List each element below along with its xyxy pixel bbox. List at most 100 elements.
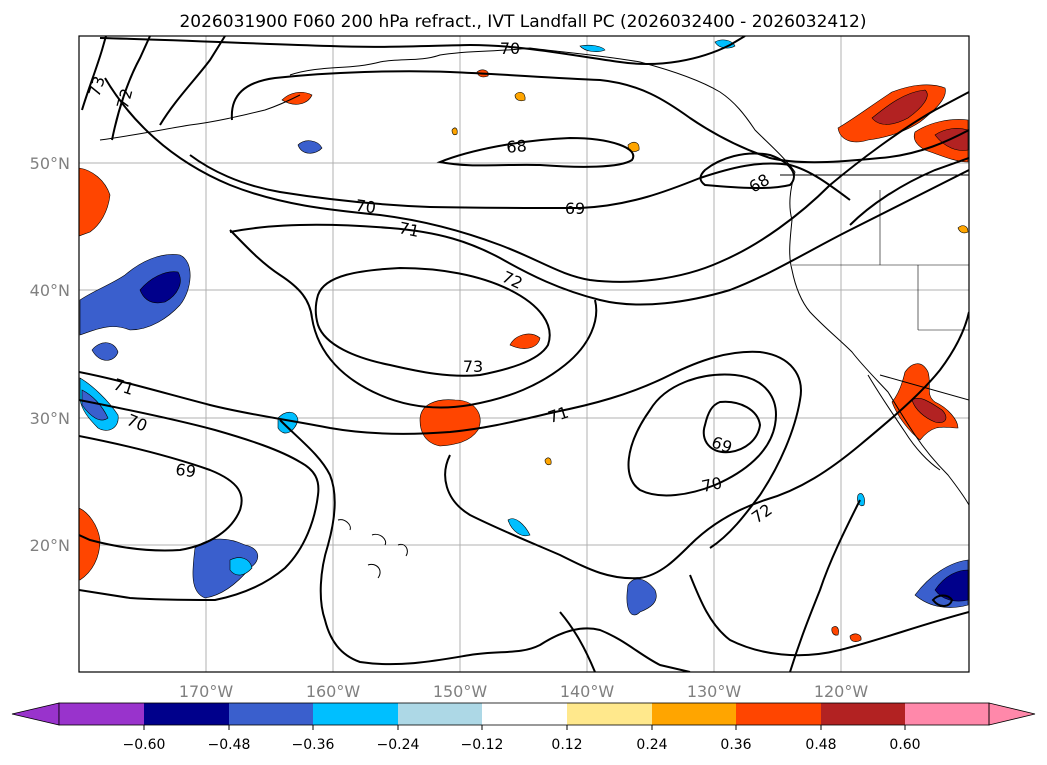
contour-label: 69 [565, 199, 585, 218]
contour-73-ring [314, 266, 551, 377]
shade-orange-gulf-alaska [281, 91, 313, 105]
contour-70-north [99, 36, 746, 65]
map-panel: 70 73 72 68 69 68 70 71 72 73 71 70 69 7… [78, 35, 970, 673]
colorbar-tick-label: −0.24 [377, 737, 420, 753]
shade-blue-51n [297, 140, 323, 154]
contour-label: 70 [354, 196, 377, 218]
colorbar-bin [59, 703, 144, 725]
contour-69-trop-east [702, 400, 762, 454]
contour-72-south [689, 574, 969, 657]
colorbar-tick-label: 0.12 [551, 737, 582, 753]
colorbar-bin [652, 703, 736, 725]
colorbar-tick-label: −0.48 [208, 737, 251, 753]
shade-yellow-dot-2 [451, 127, 458, 136]
contour-small-ring [931, 594, 954, 607]
contour-68-gulf [436, 136, 635, 168]
shade-yellow-dot-1 [544, 457, 552, 466]
contour-71-trop-west [79, 350, 802, 549]
contour-71-nw [159, 36, 226, 126]
lat-tick-label: 40°N [30, 281, 70, 300]
shade-crimson-nw-canada [871, 89, 928, 125]
coast-baja [867, 374, 941, 471]
shade-orange-110w-45n [957, 225, 969, 234]
shade-crimson-baja [911, 398, 947, 423]
ivt-negative-shading [79, 39, 969, 616]
coast-aleutians [99, 94, 301, 141]
contour-72-trop-east [444, 311, 969, 580]
contour-label: 72 [113, 86, 137, 111]
contour-71-mid [229, 169, 969, 306]
colorbar: −0.60 −0.48 −0.36 −0.24 −0.12 0.12 0.24 … [11, 702, 1036, 753]
coast-hawaii [337, 519, 408, 579]
lat-tick-label: 50°N [30, 154, 70, 173]
coast-bc-to-mexico [789, 171, 969, 506]
shade-orange-west-48n [79, 167, 111, 237]
colorbar-tick-label: −0.36 [292, 737, 335, 753]
contour-72-trop-south [559, 611, 596, 672]
colorbar-tick-labels: −0.60 −0.48 −0.36 −0.24 −0.12 0.12 0.24 … [123, 737, 921, 753]
contour-73-south [789, 499, 861, 672]
contour-70-gulf [230, 70, 969, 164]
shade-orange-150w-30n [419, 399, 481, 447]
colorbar-bin [313, 703, 398, 725]
shade-lightblue-20n [229, 557, 253, 576]
shade-orange-12n-120w [849, 633, 862, 642]
colorbar-tick-label: −0.12 [461, 737, 504, 753]
lon-tick-labels: 170°W 160°W 150°W 140°W 130°W 120°W [179, 682, 869, 701]
shade-blue-top [579, 44, 606, 52]
contour-72-ring [311, 299, 598, 409]
lon-tick-label: 170°W [179, 682, 234, 701]
shade-orange-145w-35n [509, 333, 541, 349]
map-title: 2026031900 F060 200 hPa refract., IVT La… [179, 12, 866, 32]
shade-blue-west-33n [91, 342, 119, 361]
border-states [792, 190, 969, 331]
colorbar-bin [736, 703, 821, 725]
colorbar-tick-label: 0.24 [636, 737, 667, 753]
contour-73-nw [81, 36, 107, 111]
shade-blue-west-30n-core [81, 389, 109, 421]
lon-tick-label: 130°W [687, 682, 742, 701]
shade-navy-west-40n [139, 271, 181, 304]
contour-label: 71 [397, 218, 421, 241]
contour-70-mid [104, 77, 969, 283]
contour-69-trop-west [79, 435, 243, 552]
refractivity-contours [79, 36, 969, 672]
colorbar-bin [821, 703, 905, 725]
contour-73-east [849, 157, 969, 226]
lon-tick-label: 160°W [306, 682, 361, 701]
lat-tick-label: 30°N [30, 409, 70, 428]
colorbar-bin [229, 703, 313, 725]
shade-blue-140w-17n [626, 578, 657, 616]
colorbar-bin [567, 703, 652, 725]
contour-70-trop-west [79, 399, 320, 602]
colorbar-bin [482, 703, 567, 725]
lat-tick-labels: 50°N 40°N 30°N 20°N [30, 154, 70, 555]
shade-orange-west-20n [79, 507, 101, 581]
lon-tick-label: 120°W [814, 682, 869, 701]
colorbar-tick-label: −0.60 [123, 737, 166, 753]
contour-69-gulf [189, 154, 851, 210]
contour-label: 73 [463, 357, 483, 376]
colorbar-bin [144, 703, 229, 725]
contour-70-trop-east [627, 373, 777, 497]
shade-navy-east-17n [934, 569, 969, 602]
contour-label: 70 [700, 473, 724, 496]
colorbar-tick-label: 0.48 [805, 737, 836, 753]
shade-blue-145w-22n [507, 518, 531, 537]
contour-label: 69 [174, 460, 197, 482]
lon-tick-label: 140°W [560, 682, 615, 701]
shade-blue-29n [277, 411, 299, 434]
contour-71-trop-south [279, 419, 691, 672]
colorbar-extend-right [988, 702, 1036, 726]
contour-68-bc [699, 152, 795, 190]
map-frame [78, 35, 970, 673]
colorbar-bin [398, 703, 482, 725]
colorbar-extend-left [11, 702, 60, 726]
colorbar-tick-label: 0.36 [720, 737, 751, 753]
shade-orange-13n-122w [831, 626, 839, 636]
lat-tick-label: 20°N [30, 536, 70, 555]
contour-72-nw [111, 36, 151, 141]
coastlines [99, 47, 969, 579]
colorbar-tick-label: 0.60 [889, 737, 920, 753]
